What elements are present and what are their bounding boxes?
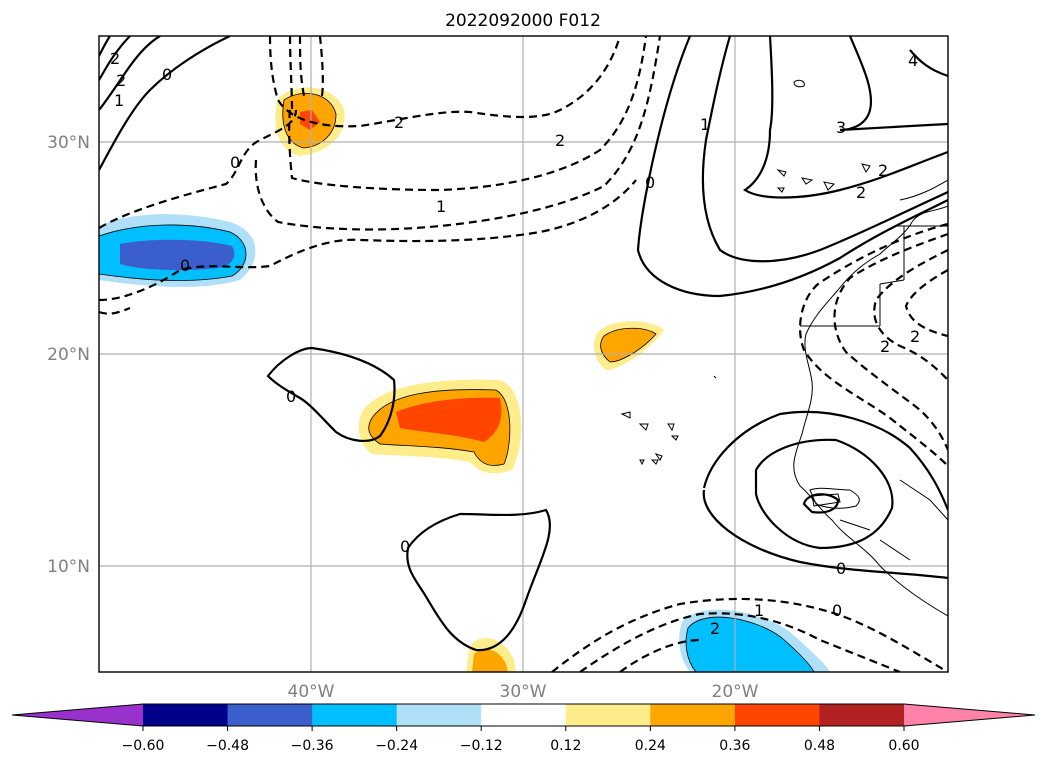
contour-label: 2 [110,49,120,68]
colorbar-tick-label: 0.48 [804,738,835,754]
negative-anomaly-west [99,214,256,287]
solid-contours [99,36,948,652]
contour-label: 2 [116,71,126,90]
colorbar-tick-label: 0.12 [550,738,581,754]
contour-label: 0 [286,387,296,406]
contour-label: 2 [878,161,888,180]
contour-label: 2 [856,183,866,202]
contour-label: 1 [754,601,764,620]
lon-label-40w: 40°W [288,682,335,702]
colorbar-extend-high [904,704,1035,726]
positive-anomaly-center [358,379,522,474]
colorbar-tick-label: −0.48 [206,738,249,754]
graticule [99,36,948,672]
map-frame [98,35,949,673]
positive-anomaly-south [466,637,516,672]
figure-title: 2022092000 F012 [445,11,601,31]
lat-label-10n: 10°N [47,557,90,577]
colorbar-tick-label: 0.60 [888,738,919,754]
contour-label: 0 [230,153,240,172]
colorbar-segment [481,704,567,726]
longitude-labels: 40°W 30°W 20°W [288,682,759,702]
positive-anomaly-east [593,321,664,370]
negative-anomaly-south [679,609,830,672]
colorbar-ticks: −0.60 −0.48 −0.36 −0.24 −0.12 0.12 0.24 0.36 0.4… [122,726,920,754]
contour-label: 2 [555,131,565,150]
colorbar-segment [312,704,398,726]
colorbar-segment [227,704,313,726]
latitude-labels: 30°N 20°N 10°N [47,133,90,577]
contour-label: 2 [710,619,720,638]
colorbar-tick-label: −0.36 [291,738,334,754]
colorbar-tick-label: −0.60 [122,738,165,754]
contour-label: 0 [832,601,842,620]
lon-label-30w: 30°W [500,682,547,702]
colorbar-tick-label: 0.36 [719,738,750,754]
colorbar-segment [396,704,482,726]
lat-label-30n: 30°N [47,133,90,153]
colorbar-segment [650,704,736,726]
map-area: 0 2 2 1 0 2 1 2 0 0 1 3 4 2 2 2 2 0 0 0 … [99,36,948,672]
contour-label: 0 [400,537,410,556]
colorbar-segment [819,704,905,726]
contour-label: 3 [836,118,846,137]
contour-label: 0 [836,559,846,578]
contour-label: 1 [114,91,124,110]
contour-label: 0 [162,65,172,84]
contour-label: 2 [880,337,890,356]
colorbar [11,703,1036,727]
colorbar-segment [143,704,229,726]
colorbar-tick-label: −0.24 [375,738,418,754]
colorbar-tick-label: 0.24 [635,738,666,754]
colorbar-segment [734,704,820,726]
colorbar-tick-label: −0.12 [460,738,503,754]
contour-label: 0 [645,173,655,192]
contour-label: 1 [436,197,446,216]
lon-label-20w: 20°W [712,682,759,702]
contour-label: 1 [700,115,710,134]
contour-label: 2 [910,327,920,346]
contour-labels: 0 2 2 1 0 2 1 2 0 0 1 3 4 2 2 2 2 0 0 0 … [110,49,920,638]
contour-label: 0 [180,256,190,275]
colorbar-extend-low [12,704,143,726]
dashed-contours [99,36,948,672]
colorbar-segment [565,704,651,726]
contour-label: 4 [908,51,918,70]
coastlines [620,79,948,617]
contour-label: 2 [394,113,404,132]
lat-label-20n: 20°N [47,345,90,365]
